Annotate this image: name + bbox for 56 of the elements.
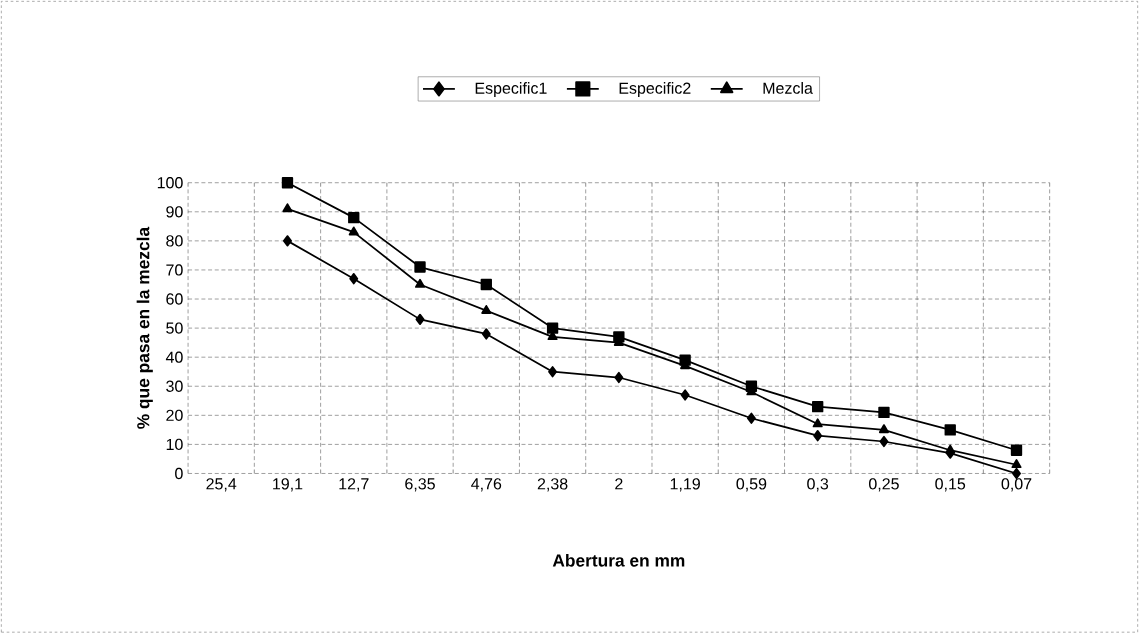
x-tick-label: 25,4 — [206, 478, 237, 492]
y-axis-title: % que pasa en la mezcla — [136, 227, 153, 430]
x-tick-label: 1,19 — [670, 478, 700, 492]
x-tick-label: 12,7 — [339, 478, 369, 492]
point — [548, 366, 558, 378]
point — [481, 305, 492, 315]
x-tick-label: 0,3 — [807, 478, 829, 492]
point — [283, 235, 292, 247]
point — [282, 203, 293, 213]
point — [945, 444, 956, 454]
y-tick-label: 40 — [165, 351, 183, 364]
y-tick-label: 90 — [166, 206, 183, 218]
point — [944, 424, 956, 436]
point — [746, 412, 756, 425]
y-tick-label: 50 — [166, 322, 183, 334]
point — [878, 406, 890, 419]
legend-label: Especific1 — [475, 82, 547, 98]
x-tick-label: 0,59 — [736, 478, 767, 492]
legend-label: Especific2 — [619, 82, 691, 98]
y-tick-label: 30 — [166, 380, 183, 393]
x-tick-label: 6,35 — [405, 478, 435, 492]
point — [813, 430, 823, 442]
y-tick-label: 0 — [175, 468, 183, 480]
x-tick-label: 0,25 — [869, 478, 899, 492]
x-axis-title: Abertura en mm — [552, 554, 685, 567]
point — [281, 177, 294, 189]
x-tick-label: 2,38 — [537, 478, 568, 492]
point — [614, 372, 624, 384]
point — [879, 436, 889, 448]
x-tick-label: 0,15 — [935, 478, 966, 492]
point — [349, 273, 359, 285]
point — [1011, 459, 1022, 469]
y-tick-label: 70 — [166, 264, 183, 276]
y-tick-label: 60 — [166, 293, 183, 305]
point — [348, 212, 360, 224]
x-tick-label: 4,76 — [471, 478, 502, 492]
y-tick-label: 100 — [157, 177, 183, 189]
point — [812, 401, 824, 413]
point — [415, 313, 425, 326]
y-tick-label: 20 — [166, 409, 183, 422]
x-tick-label: 0,07 — [1001, 478, 1032, 492]
point — [415, 279, 426, 288]
point — [348, 226, 359, 236]
point — [878, 424, 889, 434]
legend-label: Mezcla — [763, 82, 813, 95]
point — [414, 261, 426, 273]
point — [480, 279, 492, 291]
point — [481, 328, 491, 340]
point — [812, 418, 823, 428]
point — [680, 389, 690, 401]
point — [1010, 444, 1023, 457]
point — [546, 322, 559, 334]
x-tick-label: 19,1 — [273, 478, 303, 492]
x-tick-label: 2 — [615, 478, 623, 490]
y-tick-label: 10 — [166, 438, 183, 451]
y-tick-label: 80 — [166, 235, 183, 247]
